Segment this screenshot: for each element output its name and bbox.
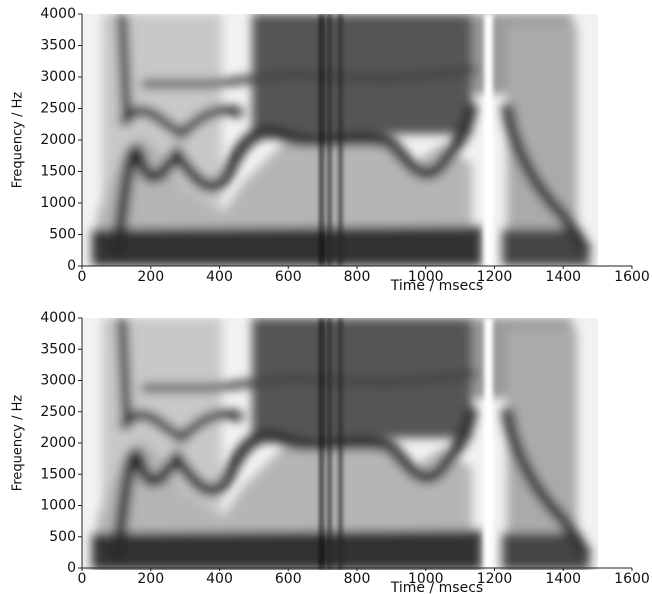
y-tick-label: 4000 [40,310,76,326]
x-tick-label: 1400 [545,571,581,587]
x-axis-label: Time / msecs [390,278,483,294]
y-tick-label: 3000 [40,69,76,85]
x-tick-label: 1400 [545,269,581,285]
y-tick-label: 3500 [40,341,76,357]
y-tick-label: 1000 [40,498,76,514]
x-tick-label: 200 [137,571,164,587]
y-tick-label: 2500 [40,404,76,420]
y-tick-label: 500 [49,529,76,545]
x-tick-label: 600 [275,269,302,285]
x-tick-label: 0 [78,269,87,285]
x-tick-label: 400 [206,269,233,285]
y-tick-label: 1500 [40,466,76,482]
x-tick-label: 1000 [408,571,444,587]
x-tick-label: 800 [344,269,371,285]
y-tick-label: 1000 [40,195,76,211]
spectrogram-image [82,14,598,266]
spectrogram-image [82,318,598,570]
x-tick-label: 1200 [477,571,513,587]
x-tick-label: 1200 [477,269,513,285]
y-tick-label: 1500 [40,164,76,180]
x-tick-label: 600 [275,571,302,587]
y-tick-label: 4000 [40,6,76,22]
y-axis-label: Frequency / Hz [11,395,26,492]
y-tick-label: 2000 [40,132,76,148]
x-tick-label: 1600 [614,571,650,587]
x-tick-label: 1600 [614,269,650,285]
y-tick-label: 0 [67,560,76,576]
y-tick-label: 500 [49,227,76,243]
x-axis-label: Time / msecs [390,580,483,594]
y-tick-label: 2500 [40,101,76,117]
y-axis-label: Frequency / Hz [11,92,26,189]
y-tick-label: 3500 [40,38,76,54]
y-tick-label: 2000 [40,435,76,451]
x-tick-label: 800 [344,571,371,587]
x-tick-label: 400 [206,571,233,587]
x-tick-label: 200 [137,269,164,285]
x-tick-label: 0 [78,571,87,587]
y-tick-label: 0 [67,258,76,274]
x-tick-label: 1000 [408,269,444,285]
y-tick-label: 3000 [40,373,76,389]
